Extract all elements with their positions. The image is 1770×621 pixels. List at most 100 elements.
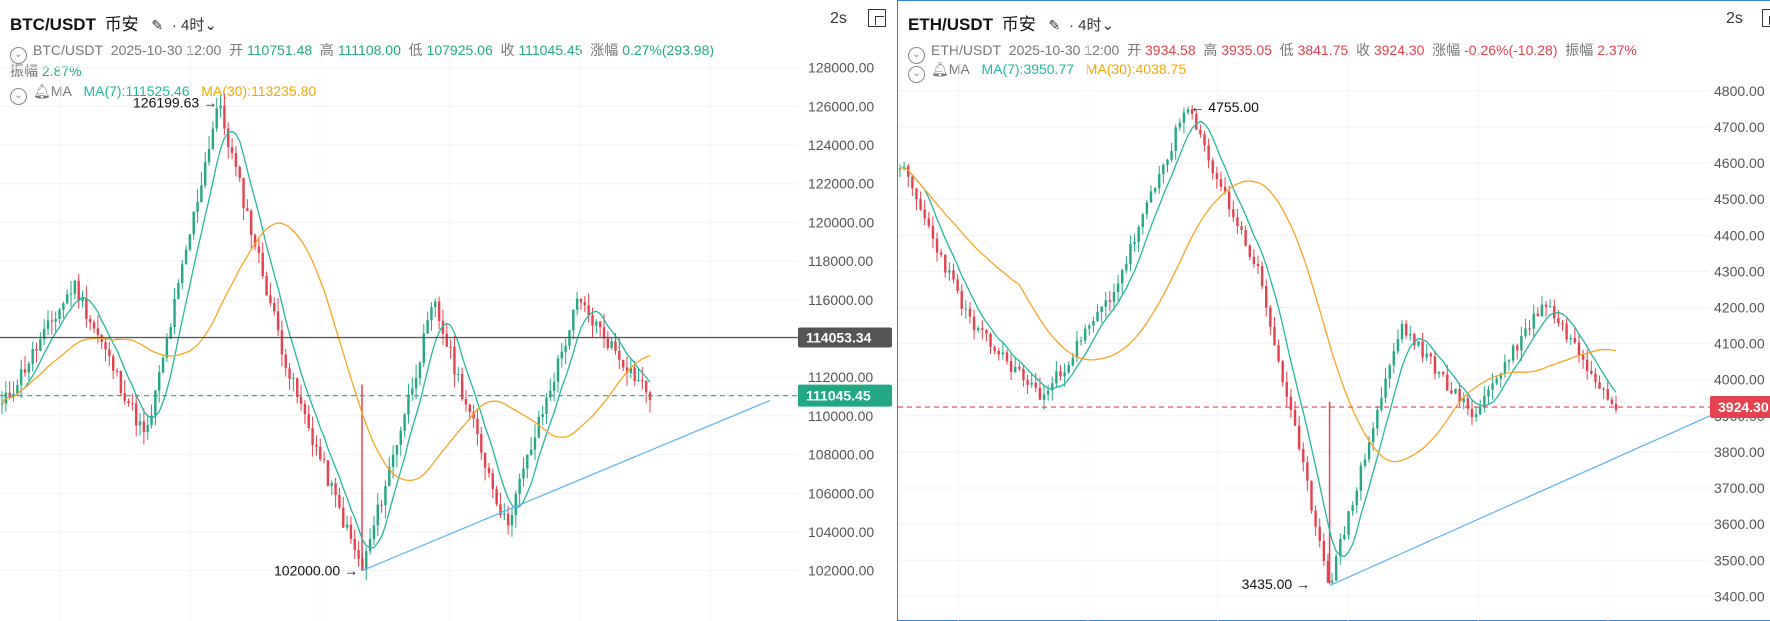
candle-body <box>1314 510 1317 527</box>
candle-body <box>1511 345 1515 361</box>
candle-body <box>495 489 498 505</box>
edit-icon[interactable]: ✎ <box>151 17 164 33</box>
candle-body <box>380 504 383 506</box>
eth-symbol-title[interactable]: ETH/USDT 币安 ✎ · 4时⌄ <box>908 10 1114 35</box>
candle-body <box>215 108 218 129</box>
candle-body <box>234 152 238 167</box>
candle-body <box>1269 307 1272 327</box>
candle-body <box>506 513 510 526</box>
candle-body <box>1532 313 1535 329</box>
timeframe-selector[interactable]: · 4时⌄ <box>1068 17 1115 34</box>
hline-price-label: 114053.34 <box>806 329 872 345</box>
collapse-icon[interactable]: ⌄ <box>10 47 27 64</box>
btc-candlestick-chart[interactable]: 128000.00 126000.00 124000.00 122000.00 1200… <box>0 0 897 621</box>
candle-body <box>365 551 368 570</box>
candle-body <box>1585 359 1589 371</box>
candle-body <box>1121 270 1124 284</box>
candle-body <box>253 234 257 247</box>
btc-symbol-title[interactable]: BTC/USDT 币安 ✎ · 4时⌄ <box>10 10 217 35</box>
layout-icon[interactable] <box>868 9 886 27</box>
candle-body <box>307 414 310 429</box>
collapse-icon[interactable]: ⌄ <box>908 66 925 83</box>
candle-body <box>625 367 629 374</box>
y-tick-label: 4700.00 <box>1714 119 1765 135</box>
candle-body <box>311 428 314 445</box>
candle-body <box>1429 353 1433 357</box>
collapse-icon[interactable]: ⌄ <box>908 47 925 64</box>
candle-body <box>575 298 579 310</box>
candle-body <box>491 473 494 490</box>
candle-body <box>1524 328 1527 336</box>
refresh-interval[interactable]: 2s <box>1726 10 1743 27</box>
candle-body <box>426 320 429 334</box>
edit-icon[interactable]: ✎ <box>1048 17 1061 33</box>
y-tick-label: 4200.00 <box>1714 300 1765 316</box>
candle-body <box>1018 366 1021 369</box>
candle-body <box>460 374 464 400</box>
candle-body <box>434 301 437 308</box>
candle-body <box>629 367 633 374</box>
candle-body <box>1170 150 1173 160</box>
candle-body <box>1153 188 1157 192</box>
candle-body <box>1367 442 1371 460</box>
candle-body <box>1232 209 1235 218</box>
candle-body <box>1001 352 1005 355</box>
candle-body <box>1577 342 1581 356</box>
candle-body <box>898 168 902 170</box>
candle-body <box>1166 159 1169 165</box>
candle-body <box>1540 304 1544 317</box>
candle-body <box>503 513 506 516</box>
candle-body <box>556 358 560 382</box>
candle-body <box>1404 323 1408 336</box>
candle-body <box>1071 357 1075 365</box>
candle-body <box>242 177 245 209</box>
candle-body <box>1491 383 1494 390</box>
candle-body <box>1487 389 1490 397</box>
candle-body <box>1380 397 1383 411</box>
candle-body <box>445 333 448 347</box>
candle-body <box>1079 340 1083 342</box>
candle-body <box>1059 371 1062 377</box>
y-tick-label: 3800.00 <box>1714 444 1765 460</box>
candle-body <box>1100 306 1103 313</box>
candle-body <box>441 320 445 334</box>
candle-body <box>388 466 391 487</box>
candle-body <box>453 346 456 375</box>
eth-chart-panel[interactable]: ETH/USDT 币安 ✎ · 4时⌄ 2s ⌄ ETH/USDT 2025-10… <box>897 0 1770 621</box>
candle-body <box>430 307 433 321</box>
btc-toolbar: BTC/USDT 币安 ✎ · 4时⌄ 2s <box>0 0 897 36</box>
candle-body <box>265 275 268 296</box>
candle-body <box>1182 112 1186 123</box>
ma7-line <box>1 130 651 549</box>
candle-body <box>1293 409 1297 426</box>
candle-body <box>1038 387 1042 400</box>
candle-body <box>1573 338 1577 343</box>
candle-body <box>246 208 249 211</box>
collapse-icon[interactable]: ⌄ <box>10 88 27 105</box>
eth-toolbar: ETH/USDT 币安 ✎ · 4时⌄ 2s <box>898 0 1770 36</box>
bell-icon[interactable]: 🔔︎ <box>33 83 51 99</box>
y-tick-label: 112000.00 <box>808 369 873 385</box>
candle-body <box>993 346 996 351</box>
y-tick-label: 118000.00 <box>808 253 873 269</box>
candle-body <box>1207 145 1210 161</box>
candle-body <box>1330 580 1334 583</box>
candle-body <box>414 378 418 389</box>
candle-body <box>989 333 992 347</box>
candle-body <box>1470 408 1474 418</box>
candle-body <box>411 388 414 395</box>
candle-body <box>541 414 544 417</box>
bell-icon[interactable]: 🔔︎ <box>931 61 949 77</box>
refresh-interval[interactable]: 2s <box>830 10 847 27</box>
timeframe-selector[interactable]: · 4时⌄ <box>171 17 217 34</box>
eth-candlestick-chart[interactable]: 4800.00 4700.00 4600.00 4500.00 4400.00 4300.… <box>898 0 1770 621</box>
y-tick-label: 116000.00 <box>808 292 873 308</box>
btc-amplitude: 振幅 2.87% <box>10 63 82 79</box>
candle-body <box>27 363 31 373</box>
candle-body <box>150 415 153 425</box>
candle-body <box>480 434 483 453</box>
candle-body <box>345 524 349 528</box>
candle-body <box>1112 291 1116 302</box>
candle-body <box>16 384 19 394</box>
btc-chart-panel[interactable]: BTC/USDT 币安 ✎ · 4时⌄ 2s ⌄ BTC/USDT 2025-10… <box>0 0 897 621</box>
